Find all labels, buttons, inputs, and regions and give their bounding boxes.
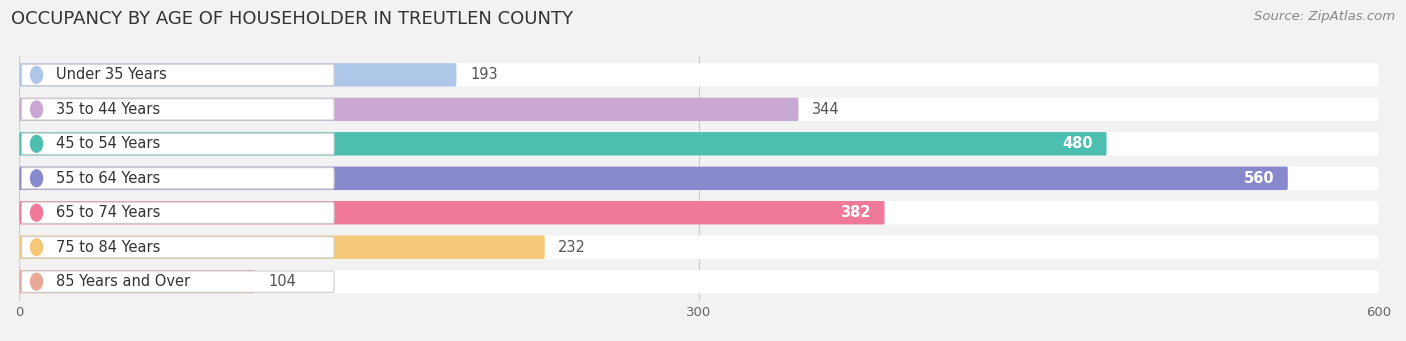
Text: 344: 344 <box>813 102 839 117</box>
FancyBboxPatch shape <box>20 201 1378 224</box>
Text: Under 35 Years: Under 35 Years <box>56 68 167 83</box>
FancyBboxPatch shape <box>20 201 884 224</box>
FancyBboxPatch shape <box>21 99 335 120</box>
FancyBboxPatch shape <box>21 237 335 258</box>
FancyBboxPatch shape <box>20 63 457 87</box>
Ellipse shape <box>31 273 42 290</box>
FancyBboxPatch shape <box>20 236 1378 259</box>
FancyBboxPatch shape <box>20 270 1378 293</box>
FancyBboxPatch shape <box>21 167 335 189</box>
Text: 85 Years and Over: 85 Years and Over <box>56 274 190 289</box>
Text: 480: 480 <box>1063 136 1092 151</box>
FancyBboxPatch shape <box>20 132 1378 155</box>
FancyBboxPatch shape <box>20 236 544 259</box>
FancyBboxPatch shape <box>21 133 335 154</box>
Text: Source: ZipAtlas.com: Source: ZipAtlas.com <box>1254 10 1395 23</box>
Ellipse shape <box>31 204 42 221</box>
Text: 75 to 84 Years: 75 to 84 Years <box>56 240 160 255</box>
Text: 65 to 74 Years: 65 to 74 Years <box>56 205 160 220</box>
Ellipse shape <box>31 239 42 255</box>
Ellipse shape <box>31 135 42 152</box>
Text: 560: 560 <box>1243 171 1274 186</box>
FancyBboxPatch shape <box>20 132 1107 155</box>
Ellipse shape <box>31 101 42 118</box>
Text: 104: 104 <box>269 274 297 289</box>
FancyBboxPatch shape <box>20 270 254 293</box>
Ellipse shape <box>31 66 42 83</box>
FancyBboxPatch shape <box>21 271 335 292</box>
FancyBboxPatch shape <box>21 202 335 223</box>
Text: 193: 193 <box>470 68 498 83</box>
FancyBboxPatch shape <box>20 166 1378 190</box>
Text: 232: 232 <box>558 240 586 255</box>
FancyBboxPatch shape <box>20 63 1378 87</box>
Text: OCCUPANCY BY AGE OF HOUSEHOLDER IN TREUTLEN COUNTY: OCCUPANCY BY AGE OF HOUSEHOLDER IN TREUT… <box>11 10 574 28</box>
FancyBboxPatch shape <box>20 166 1288 190</box>
FancyBboxPatch shape <box>20 98 1378 121</box>
Text: 35 to 44 Years: 35 to 44 Years <box>56 102 160 117</box>
FancyBboxPatch shape <box>21 64 335 86</box>
FancyBboxPatch shape <box>20 98 799 121</box>
Text: 45 to 54 Years: 45 to 54 Years <box>56 136 160 151</box>
Text: 382: 382 <box>841 205 870 220</box>
Ellipse shape <box>31 170 42 187</box>
Text: 55 to 64 Years: 55 to 64 Years <box>56 171 160 186</box>
